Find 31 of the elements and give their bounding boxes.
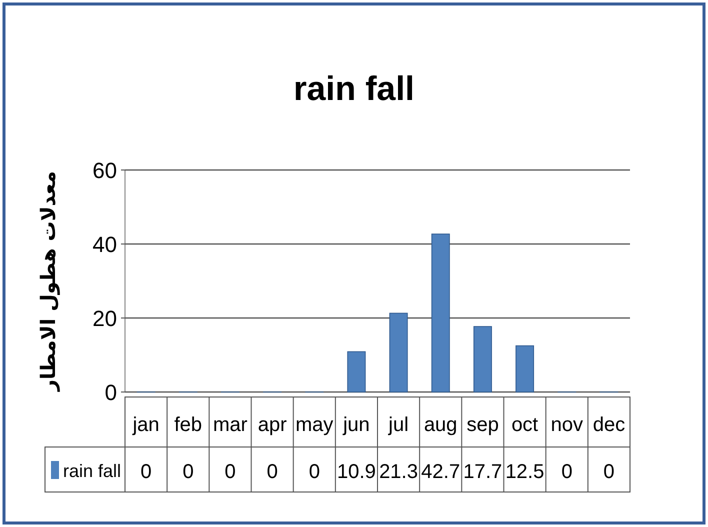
data-label: 0 (224, 461, 236, 483)
x-tick-label: apr (258, 414, 288, 436)
data-label: 12.5 (505, 461, 544, 483)
ylabel: معدلات هطول الامطار (36, 170, 60, 392)
data-label: 0 (266, 461, 278, 483)
data-label: 0 (308, 461, 320, 483)
y-tick-label: 20 (92, 306, 117, 331)
data-label: 0 (561, 461, 572, 483)
x-tick-label: oct (511, 414, 539, 436)
x-tick-label: sep (466, 414, 499, 436)
y-tick-label: 0 (104, 380, 117, 405)
data-label: 0 (182, 461, 194, 483)
data-label: 10.9 (336, 461, 376, 483)
y-tick-label: 40 (92, 232, 117, 257)
data-label: 0 (140, 461, 152, 483)
x-tick-label: nov (550, 414, 583, 436)
title: rain fall (294, 70, 414, 108)
data-label: 0 (603, 461, 615, 483)
x-tick-label: mar (212, 414, 248, 436)
x-tick-label: jul (388, 414, 409, 436)
x-tick-label: dec (592, 414, 626, 436)
x-tick-label: may (295, 414, 334, 436)
legend-label: rain fall (63, 461, 122, 481)
x-tick-label: jun (342, 414, 370, 436)
data-label: 42.7 (421, 461, 460, 483)
x-tick-label: jan (132, 414, 160, 436)
data-label: 21.3 (379, 461, 418, 483)
y-tick-label: 60 (92, 158, 117, 183)
x-tick-label: feb (174, 414, 202, 436)
x-tick-label: aug (424, 414, 458, 436)
data-label: 17.7 (463, 461, 502, 483)
